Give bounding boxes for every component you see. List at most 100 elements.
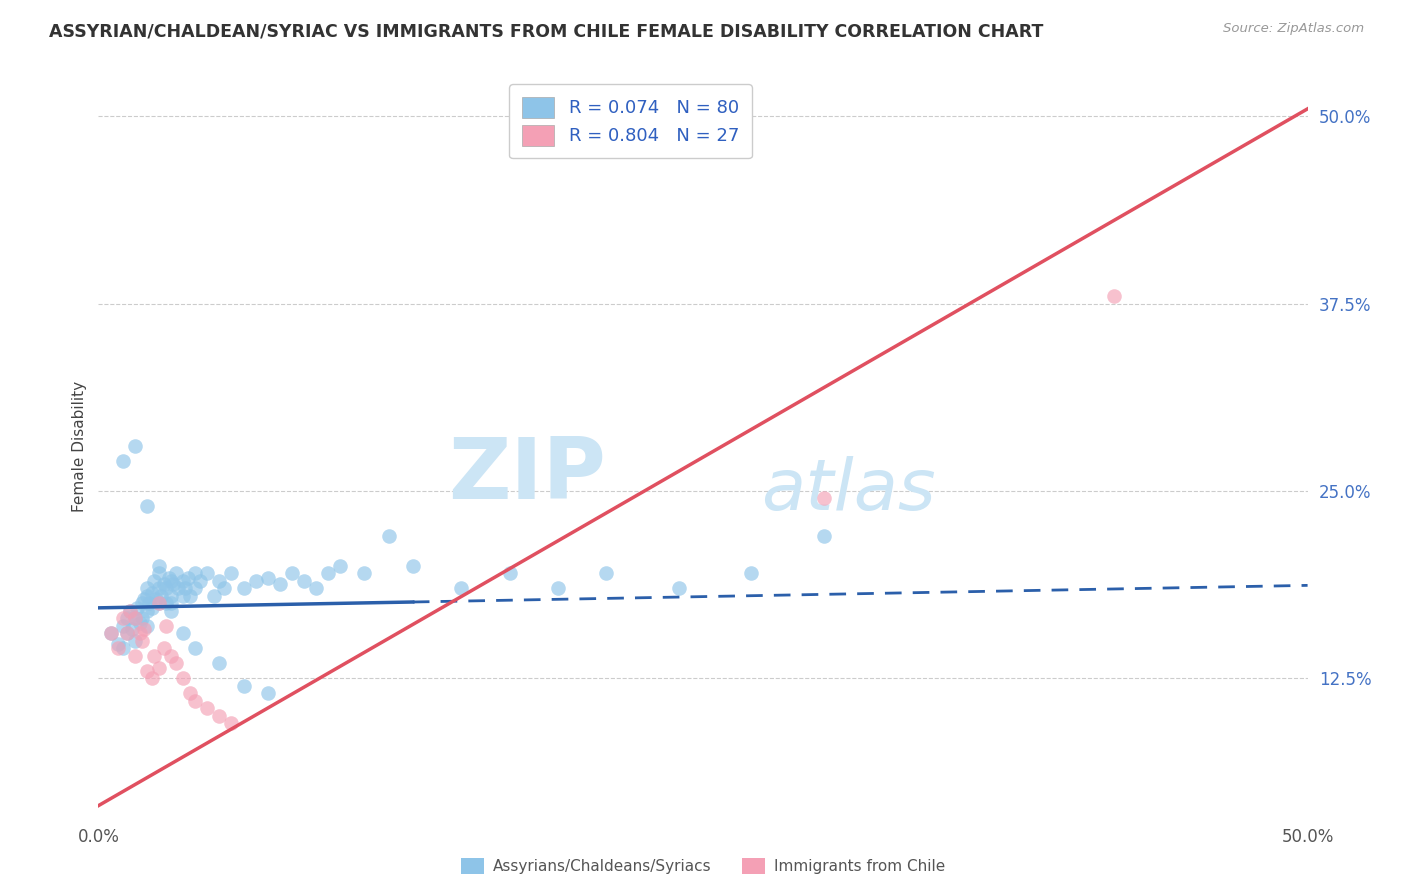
Point: [152, 577, 174, 591]
Point: [107, 637, 129, 651]
Point: [305, 582, 328, 596]
Point: [174, 582, 197, 596]
Point: [134, 591, 156, 606]
Point: [595, 566, 617, 581]
Point: [172, 574, 194, 588]
Point: [212, 582, 235, 596]
Text: Source: ZipAtlas.com: Source: ZipAtlas.com: [1223, 22, 1364, 36]
Point: [813, 491, 835, 506]
Point: [135, 604, 157, 618]
Point: [813, 529, 835, 543]
Point: [124, 611, 146, 625]
Point: [245, 574, 267, 588]
Point: [281, 566, 304, 581]
Point: [124, 611, 146, 625]
Point: [195, 701, 218, 715]
Point: [111, 641, 134, 656]
Point: [221, 716, 243, 731]
Point: [148, 582, 170, 596]
Point: [135, 589, 157, 603]
Point: [127, 600, 149, 615]
Point: [377, 529, 399, 543]
Point: [155, 582, 177, 596]
Point: [160, 604, 183, 618]
Legend: Assyrians/Chaldeans/Syriacs, Immigrants from Chile: Assyrians/Chaldeans/Syriacs, Immigrants …: [454, 852, 952, 880]
Point: [498, 566, 520, 581]
Point: [111, 619, 134, 633]
Point: [124, 648, 146, 663]
Y-axis label: Female Disability: Female Disability: [72, 380, 87, 512]
Point: [208, 708, 231, 723]
Point: [134, 622, 156, 636]
Point: [184, 694, 207, 708]
Point: [1102, 289, 1125, 303]
Point: [450, 582, 472, 596]
Point: [118, 604, 141, 618]
Point: [143, 648, 166, 663]
Text: ASSYRIAN/CHALDEAN/SYRIAC VS IMMIGRANTS FROM CHILE FEMALE DISABILITY CORRELATION : ASSYRIAN/CHALDEAN/SYRIAC VS IMMIGRANTS F…: [49, 22, 1043, 40]
Point: [316, 566, 339, 581]
Point: [172, 626, 194, 640]
Point: [128, 615, 150, 630]
Point: [135, 664, 157, 678]
Point: [256, 571, 278, 585]
Point: [131, 633, 153, 648]
Point: [668, 582, 690, 596]
Point: [157, 571, 180, 585]
Point: [118, 604, 141, 618]
Point: [208, 657, 231, 671]
Point: [195, 566, 218, 581]
Point: [160, 596, 183, 610]
Point: [740, 566, 762, 581]
Point: [292, 574, 315, 588]
Point: [165, 566, 187, 581]
Point: [145, 591, 167, 606]
Point: [160, 648, 183, 663]
Point: [100, 626, 122, 640]
Point: [135, 619, 157, 633]
Point: [135, 582, 157, 596]
Point: [131, 611, 153, 625]
Point: [232, 679, 254, 693]
Point: [141, 671, 163, 685]
Point: [148, 566, 170, 581]
Point: [148, 596, 170, 610]
Point: [152, 641, 174, 656]
Point: [329, 558, 352, 573]
Point: [141, 586, 163, 600]
Point: [117, 626, 139, 640]
Point: [165, 657, 187, 671]
Point: [184, 582, 207, 596]
Point: [184, 566, 207, 581]
Point: [172, 671, 194, 685]
Point: [179, 589, 201, 603]
Point: [117, 611, 139, 625]
Point: [117, 626, 139, 640]
Point: [160, 574, 183, 588]
Point: [111, 611, 134, 625]
Point: [155, 596, 177, 610]
Point: [167, 582, 190, 596]
Point: [172, 589, 194, 603]
Point: [148, 596, 170, 610]
Point: [131, 596, 153, 610]
Point: [177, 571, 200, 585]
Point: [143, 574, 166, 588]
Point: [160, 589, 183, 603]
Point: [269, 577, 291, 591]
Point: [184, 641, 207, 656]
Point: [148, 558, 170, 573]
Point: [128, 626, 150, 640]
Point: [100, 626, 122, 640]
Point: [208, 574, 231, 588]
Point: [204, 589, 226, 603]
Point: [138, 596, 160, 610]
Point: [135, 499, 157, 513]
Point: [111, 454, 134, 468]
Point: [221, 566, 243, 581]
Point: [179, 686, 201, 700]
Point: [124, 439, 146, 453]
Point: [148, 661, 170, 675]
Point: [232, 582, 254, 596]
Point: [256, 686, 278, 700]
